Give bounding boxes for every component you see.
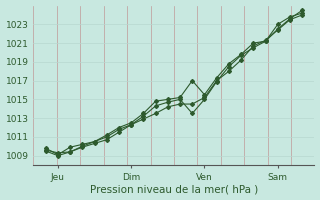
X-axis label: Pression niveau de la mer( hPa ): Pression niveau de la mer( hPa ) xyxy=(90,184,258,194)
